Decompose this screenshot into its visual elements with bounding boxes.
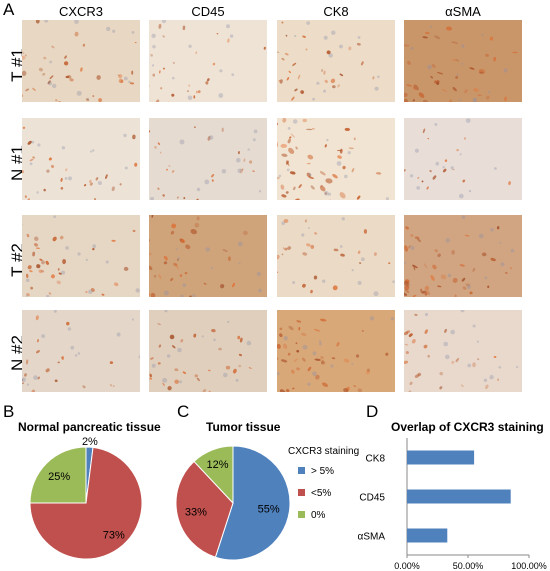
bar-category-label-0: CK8 [366, 454, 386, 465]
legend-title: CXCR3 staining [288, 446, 359, 457]
pie-tumor-label-1: 33% [185, 506, 207, 518]
micrograph-n2-asma [404, 310, 522, 392]
micrograph-n2-cxcr3 [22, 310, 140, 392]
column-header-ck8: CK8 [323, 4, 349, 19]
panel-letter-a: A [3, 0, 15, 19]
legend-tumor: CXCR3 staining > 5% <5% 0% [288, 446, 359, 521]
micrograph-n1-asma [404, 118, 522, 200]
micrograph-n1-cxcr3 [22, 118, 140, 200]
pie-tumor-label-0: 55% [258, 504, 280, 516]
micrograph-n1-cd45 [149, 118, 267, 200]
bar-1 [407, 489, 511, 504]
pie-tumor-slice-2 [193, 445, 234, 505]
micrograph-t1-asma [404, 20, 522, 102]
pie-normal-label-0: 2% [82, 436, 98, 448]
micrograph-t1-ck8 [277, 20, 395, 102]
pie-tumor-slice-0 [214, 445, 291, 561]
bar-2 [407, 528, 448, 543]
legend-label-2: 0% [311, 510, 326, 521]
legend-swatch-2 [298, 511, 305, 518]
chart-title-tumor: Tumor tissue [206, 420, 281, 434]
pie-chart-normal: 2% 73% 25% [29, 436, 143, 560]
bar-category-label-2: αSMA [358, 532, 386, 543]
pie-tumor-slice-1 [175, 460, 234, 558]
column-header-cd45: CD45 [191, 4, 225, 19]
bar-category-label-1: CD45 [359, 493, 385, 504]
legend-label-0: > 5% [311, 466, 334, 477]
x-tick-label-2: 100.00% [511, 561, 547, 571]
pie-normal-label-2: 25% [48, 471, 70, 483]
x-tick-label-1: 50.00% [453, 561, 484, 571]
chart-title-overlap: Overlap of CXCR3 staining [391, 420, 544, 434]
pie-normal-slice-2 [29, 446, 87, 504]
bar-0 [407, 450, 475, 465]
micrograph-n2-cd45 [149, 310, 267, 392]
micrograph-t2-cxcr3 [22, 215, 140, 297]
pie-normal-label-1: 73% [103, 530, 125, 542]
panel-letter-b: B [3, 402, 15, 421]
panel-letter-d: D [366, 402, 379, 421]
chart-title-normal: Normal pancreatic tissue [18, 420, 161, 434]
column-header-asma: αSMA [445, 4, 481, 19]
pie-chart-tumor: 55% 33% 12% [175, 445, 291, 561]
panel-letter-c: C [177, 402, 190, 421]
pie-tumor-label-2: 12% [206, 459, 228, 471]
micrograph-t2-asma [404, 215, 522, 297]
micrograph-t2-ck8 [277, 215, 395, 297]
micrograph-t1-cxcr3 [22, 20, 140, 102]
legend-swatch-1 [298, 489, 305, 496]
micrograph-n1-ck8 [277, 118, 395, 200]
micrograph-t1-cd45 [149, 20, 267, 102]
x-tick-label-0: 0.00% [394, 561, 420, 571]
legend-label-1: <5% [311, 488, 331, 499]
micrograph-n2-ck8 [277, 310, 395, 392]
column-header-cxcr3: CXCR3 [58, 4, 104, 19]
legend-swatch-0 [298, 467, 305, 474]
micrograph-t2-cd45 [149, 215, 267, 297]
bar-chart-overlap: CK8 CD45 αSMA 0.00% 50.00% 100.00% [358, 438, 547, 571]
